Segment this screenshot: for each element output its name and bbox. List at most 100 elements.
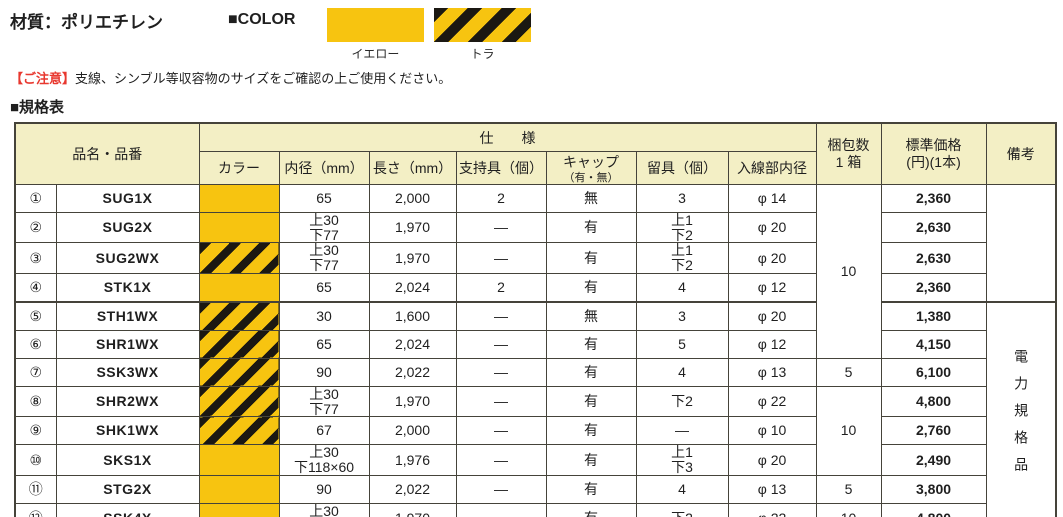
clamp-count: 上1 下3 xyxy=(635,444,729,476)
length: 2,022 xyxy=(368,357,457,387)
cap: 有 xyxy=(545,502,637,517)
clamp-count: 下2 xyxy=(635,502,729,517)
pack-header-line1: 梱包数 xyxy=(827,136,870,153)
clamp-count: 4 xyxy=(635,272,729,303)
length: 2,000 xyxy=(368,416,457,446)
remark-vertical-text: 電力規格品 xyxy=(1013,349,1030,485)
inlet-diameter: φ 10 xyxy=(727,416,817,446)
table-row: ⑨ SHK1WX 67 2,000 ― 有 ― φ 10 2,760 xyxy=(14,416,1056,446)
length: 2,024 xyxy=(368,329,457,359)
price: 4,800 xyxy=(880,502,987,517)
length: 1,970 xyxy=(368,242,457,274)
inner-diameter: 上30 下77 xyxy=(278,502,370,517)
col-header-inlet: 入線部内径 xyxy=(727,150,817,186)
clamp-count: 上1 下2 xyxy=(635,242,729,274)
inlet-diameter: φ 12 xyxy=(727,272,817,303)
col-header-product: 品名・品番 xyxy=(14,122,200,186)
product-name: STG2X xyxy=(55,474,200,504)
cap: 有 xyxy=(545,242,637,274)
tiger-swatch-label: トラ xyxy=(470,47,495,61)
table-row: ⑤ STH1WX 30 1,600 ― 無 3 φ 20 1,380 電力規格品 xyxy=(14,300,1057,517)
remark-cell xyxy=(985,184,1057,303)
color-cell xyxy=(198,300,280,331)
clamp-count: 5 xyxy=(635,329,729,359)
support-count: ― xyxy=(455,416,547,446)
cap: 有 xyxy=(545,329,637,359)
row-number: ⑧ xyxy=(14,385,57,418)
length: 1,970 xyxy=(368,502,457,517)
support-count: ― xyxy=(455,502,547,517)
material-label: 材質：ポリエチレン xyxy=(10,13,163,32)
price: 4,800 xyxy=(880,385,987,418)
price: 1,380 xyxy=(880,300,987,331)
pack-header-line2: 1 箱 xyxy=(835,154,862,171)
color-cell xyxy=(198,212,280,244)
support-count: ― xyxy=(455,212,547,244)
inner-diameter: 65 xyxy=(278,329,370,359)
table-row: ⑩ SKS1X 上30 下118×60 1,976 ― 有 上1 下3 φ 20… xyxy=(14,444,1056,476)
price: 2,490 xyxy=(880,444,987,476)
support-count: ― xyxy=(455,300,547,331)
cap-header-line2: （有・無） xyxy=(563,172,619,184)
clamp-count: 4 xyxy=(635,357,729,387)
inlet-diameter: φ 13 xyxy=(727,357,817,387)
clamp-count: 上1 下2 xyxy=(635,212,729,244)
support-count: ― xyxy=(455,242,547,274)
color-cell xyxy=(198,242,280,274)
length: 1,600 xyxy=(368,300,457,331)
length: 1,976 xyxy=(368,444,457,476)
table-row: ⑥ SHR1WX 65 2,024 ― 有 5 φ 12 4,150 xyxy=(14,329,1056,359)
color-cell xyxy=(198,416,280,446)
pack-quantity: 10 xyxy=(815,184,882,359)
pack-quantity: 5 xyxy=(815,474,882,504)
pack-quantity: 5 xyxy=(815,357,882,387)
inner-diameter: 65 xyxy=(278,184,370,214)
inner-diameter: 上30 下77 xyxy=(278,385,370,418)
price-header-line2: (円)(1本) xyxy=(906,154,961,171)
inlet-diameter: φ 12 xyxy=(727,329,817,359)
support-count: ― xyxy=(455,357,547,387)
length: 2,000 xyxy=(368,184,457,214)
inlet-diameter: φ 20 xyxy=(727,444,817,476)
price: 3,800 xyxy=(880,474,987,504)
product-name: SHR2WX xyxy=(55,385,200,418)
length: 1,970 xyxy=(368,212,457,244)
inner-diameter: 上30 下77 xyxy=(278,242,370,274)
support-count: ― xyxy=(455,329,547,359)
price: 2,360 xyxy=(880,184,987,214)
pack-quantity: 10 xyxy=(815,385,882,476)
inner-diameter: 67 xyxy=(278,416,370,446)
length: 1,970 xyxy=(368,385,457,418)
support-count: ― xyxy=(455,474,547,504)
product-name: SUG2X xyxy=(55,212,200,244)
yellow-swatch-label: イエロー xyxy=(351,47,400,61)
product-name: SSK3WX xyxy=(55,357,200,387)
product-name: SHR1WX xyxy=(55,329,200,359)
cap: 有 xyxy=(545,357,637,387)
remark-cell: 電力規格品 xyxy=(985,300,1057,517)
col-header-spec: 仕 様 xyxy=(198,122,817,152)
table-row: ④ STK1X 65 2,024 2 有 4 φ 12 2,360 xyxy=(14,272,1056,303)
clamp-count: 4 xyxy=(635,474,729,504)
price: 2,760 xyxy=(880,416,987,446)
product-name: SSK4X xyxy=(55,502,200,517)
color-section-title: ■COLOR xyxy=(228,11,296,28)
support-count: 2 xyxy=(455,272,547,303)
tiger-stripe-swatch xyxy=(434,8,531,42)
caution-text: 支線、シンブル等収容物のサイズをご確認の上ご使用ください。 xyxy=(75,71,452,86)
table-row: ⑧ SHR2WX 上30 下77 1,970 ― 有 下2 φ 22 10 4,… xyxy=(14,385,1056,476)
color-cell xyxy=(198,385,280,418)
row-number: ⑤ xyxy=(14,300,57,331)
product-name: STK1X xyxy=(55,272,200,303)
color-cell xyxy=(198,329,280,359)
inner-diameter: 30 xyxy=(278,300,370,331)
inlet-diameter: φ 20 xyxy=(727,212,817,244)
price: 6,100 xyxy=(880,357,987,387)
row-number: ⑥ xyxy=(14,329,57,359)
col-header-inner: 内径（mm） xyxy=(278,150,370,186)
row-number: ⑦ xyxy=(14,357,57,387)
price: 2,630 xyxy=(880,212,987,244)
product-name: SUG1X xyxy=(55,184,200,214)
inner-diameter: 65 xyxy=(278,272,370,303)
table-row: ③ SUG2WX 上30 下77 1,970 ― 有 上1 下2 φ 20 2,… xyxy=(14,242,1056,274)
